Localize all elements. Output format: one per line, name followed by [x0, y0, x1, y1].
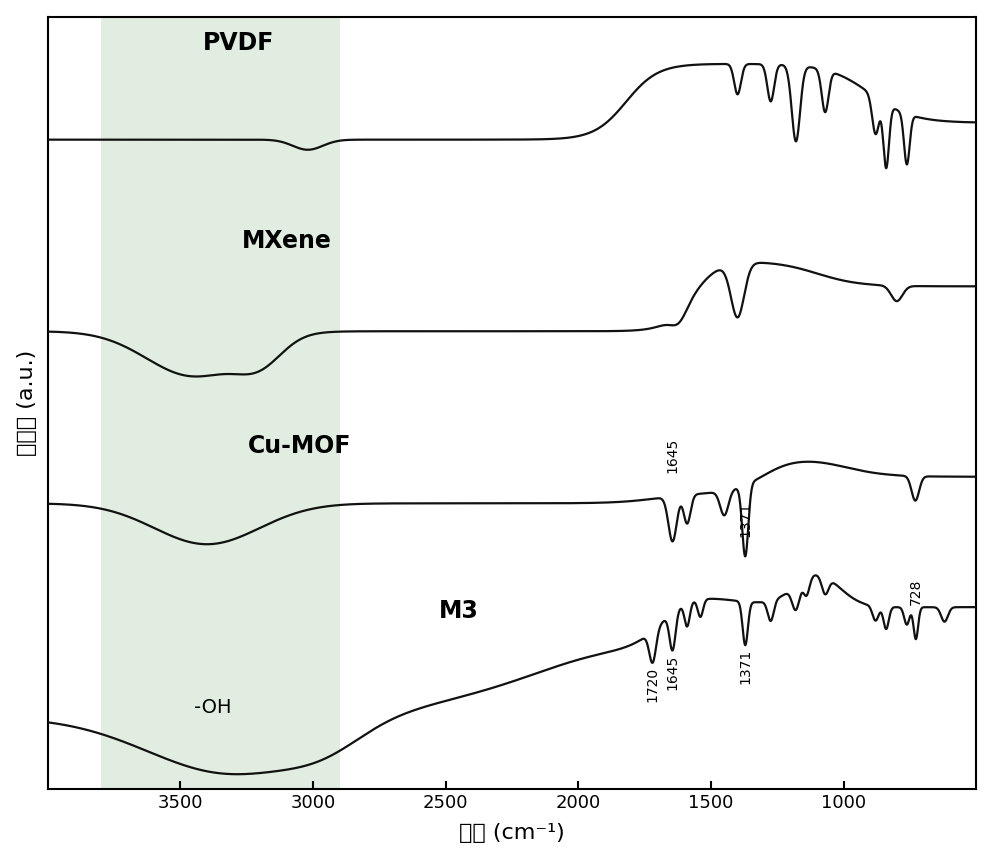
Text: Cu-MOF: Cu-MOF: [248, 434, 352, 458]
Text: M3: M3: [439, 599, 479, 623]
Text: PVDF: PVDF: [204, 31, 274, 54]
Text: 1645: 1645: [665, 438, 679, 473]
Text: MXene: MXene: [241, 230, 332, 254]
Text: 728: 728: [909, 579, 922, 605]
Text: 1720: 1720: [645, 666, 659, 702]
Bar: [101, 16, 340, 789]
Text: 1645: 1645: [665, 654, 679, 690]
Y-axis label: 透光率 (a.u.): 透光率 (a.u.): [17, 350, 37, 456]
X-axis label: 波数 (cm⁻¹): 波数 (cm⁻¹): [459, 823, 565, 844]
Text: 1371: 1371: [738, 502, 753, 538]
Text: 1371: 1371: [738, 649, 753, 685]
Text: -OH: -OH: [194, 698, 231, 717]
